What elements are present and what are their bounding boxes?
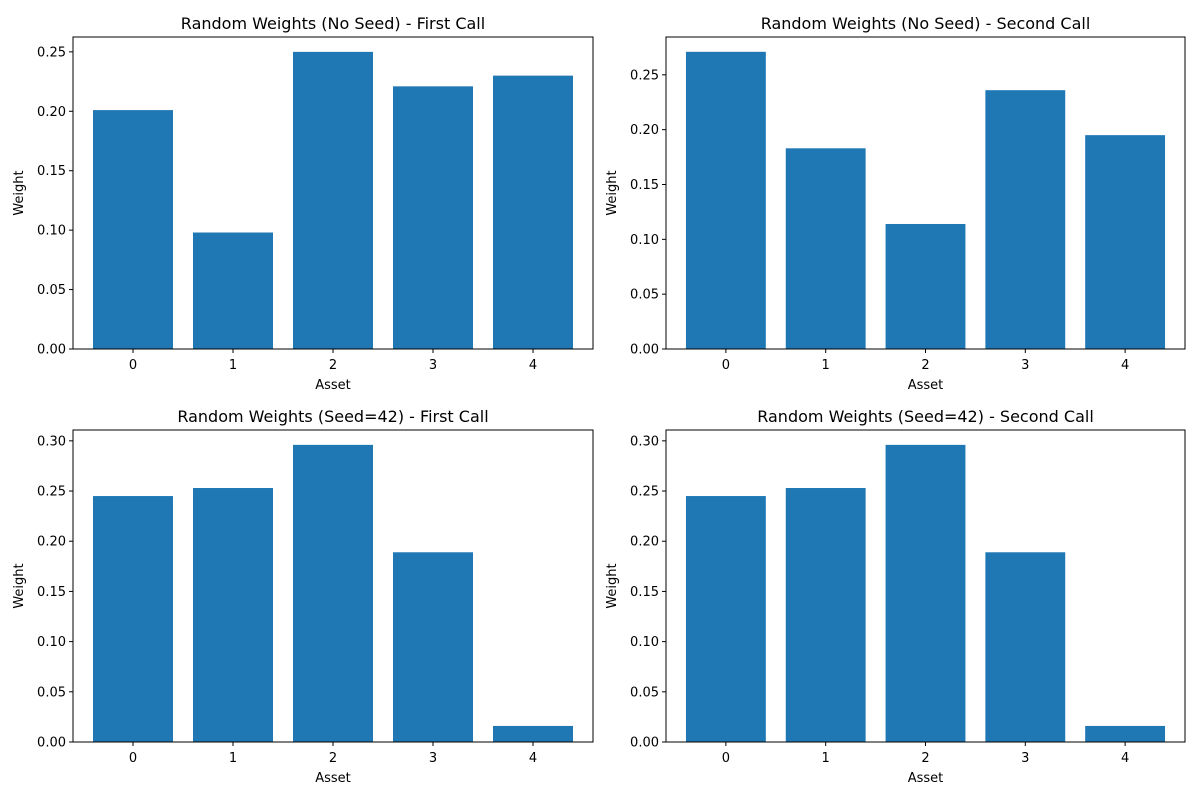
bar [1085, 135, 1166, 349]
y-tick-label: 0.10 [37, 224, 66, 239]
y-tick-label: 0.00 [37, 736, 66, 751]
y-tick-label: 0.20 [630, 535, 659, 550]
x-tick-label: 3 [1021, 358, 1029, 373]
bar [785, 148, 866, 349]
y-tick-label: 0.05 [630, 288, 659, 303]
subplot-0: 0 1 2 3 4 0.00 0.05 0.10 0.15 0.20 0.25 Random Weig… [12, 14, 594, 393]
bar [93, 496, 173, 742]
y-tick-label: 0.25 [630, 68, 659, 83]
subplot-2: 0 1 2 3 4 0.00 0.05 0.10 0.15 0.20 0.25 0.30 Random … [12, 407, 594, 786]
x-tick-label: 3 [1021, 751, 1029, 766]
y-tick-label: 0.30 [630, 434, 659, 449]
bar [885, 444, 966, 742]
bar [785, 488, 866, 742]
x-tick-label: 2 [329, 358, 337, 373]
x-axis-label: Asset [908, 771, 944, 786]
y-tick-label: 0.00 [630, 736, 659, 751]
x-tick-label: 0 [722, 358, 730, 373]
chart-title: Random Weights (Seed=42) - Second Call [757, 407, 1094, 426]
bar [685, 496, 766, 742]
chart-title: Random Weights (No Seed) - First Call [181, 14, 485, 33]
x-axis-label: Asset [315, 771, 351, 786]
y-axis-label: Weight [605, 170, 620, 215]
x-tick-label: 4 [529, 358, 537, 373]
y-tick-label: 0.05 [37, 685, 66, 700]
x-tick-label: 2 [921, 358, 929, 373]
bar [193, 232, 273, 349]
bar [293, 51, 373, 350]
bar [393, 86, 473, 349]
bar [93, 110, 173, 349]
bar [685, 51, 766, 350]
x-tick-label: 1 [229, 751, 237, 766]
bar [985, 552, 1066, 742]
y-tick-label: 0.00 [630, 343, 659, 358]
x-tick-label: 4 [1121, 751, 1129, 766]
y-tick-label: 0.00 [37, 343, 66, 358]
x-tick-label: 3 [429, 751, 437, 766]
bar [885, 223, 966, 349]
bar [493, 75, 573, 349]
y-tick-label: 0.15 [630, 178, 659, 193]
y-tick-label: 0.10 [37, 635, 66, 650]
y-tick-label: 0.25 [630, 485, 659, 500]
y-tick-label: 0.05 [37, 283, 66, 298]
y-axis-label: Weight [605, 563, 620, 608]
subplot-1: 0 1 2 3 4 0.00 0.05 0.10 0.15 0.20 0.25 Random Weig… [605, 14, 1186, 393]
bar [985, 90, 1066, 349]
y-tick-label: 0.30 [37, 434, 66, 449]
y-tick-label: 0.20 [37, 535, 66, 550]
y-tick-label: 0.25 [37, 45, 66, 60]
x-axis-label: Asset [315, 378, 351, 393]
chart-title: Random Weights (Seed=42) - First Call [177, 407, 488, 426]
x-axis-label: Asset [908, 378, 944, 393]
x-tick-label: 0 [722, 751, 730, 766]
y-tick-label: 0.25 [37, 485, 66, 500]
y-tick-label: 0.10 [630, 233, 659, 248]
y-tick-label: 0.20 [630, 123, 659, 138]
y-tick-label: 0.15 [630, 585, 659, 600]
x-tick-label: 0 [129, 751, 137, 766]
y-tick-label: 0.05 [630, 685, 659, 700]
y-axis-label: Weight [12, 170, 27, 215]
chart-title: Random Weights (No Seed) - Second Call [761, 14, 1091, 33]
x-tick-label: 1 [822, 358, 830, 373]
bar [293, 444, 373, 742]
bar [193, 488, 273, 742]
y-tick-label: 0.15 [37, 585, 66, 600]
x-tick-label: 4 [1121, 358, 1129, 373]
x-tick-label: 3 [429, 358, 437, 373]
x-tick-label: 1 [229, 358, 237, 373]
bar [493, 725, 573, 742]
y-axis-label: Weight [12, 563, 27, 608]
y-tick-label: 0.10 [630, 635, 659, 650]
y-tick-label: 0.15 [37, 164, 66, 179]
y-tick-label: 0.20 [37, 105, 66, 120]
bar [1085, 725, 1166, 742]
bar [393, 552, 473, 742]
subplot-3: 0 1 2 3 4 0.00 0.05 0.10 0.15 0.20 0.25 0.30 Random … [605, 407, 1186, 786]
x-tick-label: 2 [329, 751, 337, 766]
x-tick-label: 0 [129, 358, 137, 373]
x-tick-label: 4 [529, 751, 537, 766]
x-tick-label: 1 [822, 751, 830, 766]
x-tick-label: 2 [921, 751, 929, 766]
